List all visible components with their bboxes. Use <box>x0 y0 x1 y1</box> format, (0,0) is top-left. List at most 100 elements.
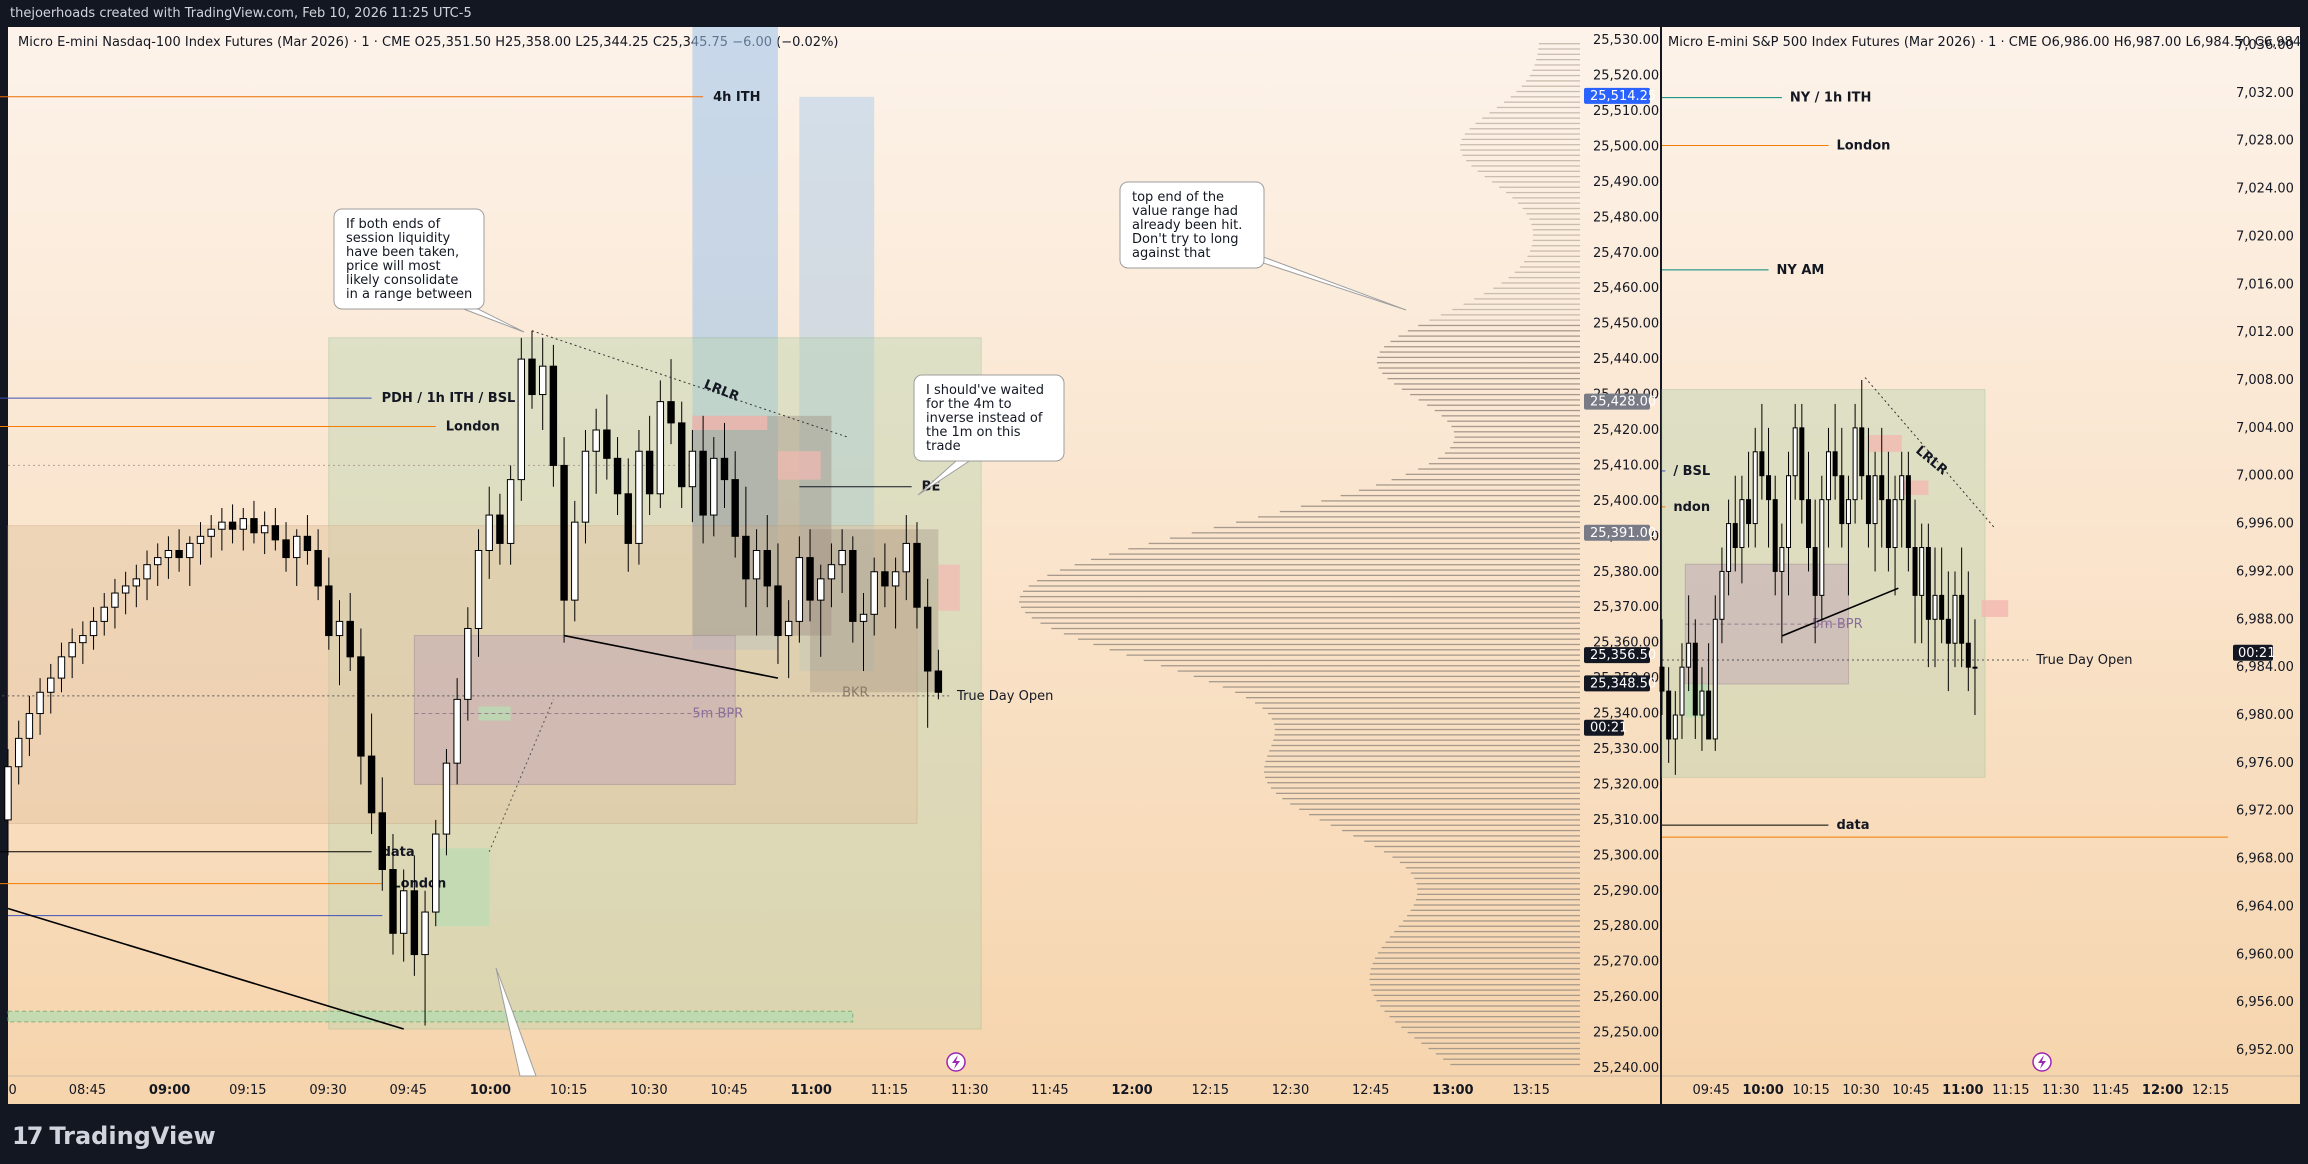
trade-note-callout-text: I should've waited for the 4m to inverse i… <box>926 383 1044 454</box>
callout-line: session liquidity <box>346 231 451 246</box>
trend-line[interactable] <box>1781 587 1899 637</box>
volume-profile-bar <box>1447 420 1580 422</box>
volume-profile-bar <box>1270 787 1580 789</box>
volume-profile-bar <box>1462 154 1580 156</box>
volume-profile-bar <box>1384 346 1580 348</box>
y-tick-label: 25,330.00 <box>1593 742 1659 757</box>
candle-body <box>1945 618 1951 644</box>
lrlr-line[interactable] <box>531 330 848 438</box>
tradingview-logo[interactable]: 17 TradingView <box>12 1122 216 1150</box>
candle-body <box>624 493 632 544</box>
volume-profile-bar <box>1452 308 1580 311</box>
candle-body <box>496 514 504 544</box>
right-chart-title[interactable]: Micro E-mini S&P 500 Index Futures (Mar … <box>1668 35 2308 50</box>
volume-profile-bar <box>1265 776 1580 779</box>
volume-profile-bar <box>1534 64 1580 66</box>
countdown-label: 00:21 <box>2238 646 2275 661</box>
volume-profile-bar <box>1399 861 1580 864</box>
volume-profile-bar <box>1383 851 1580 853</box>
x-tick-label: 12:30 <box>1272 1083 1309 1098</box>
fvg-box <box>1901 480 1929 495</box>
y-tick-label: 6,988.00 <box>2236 612 2294 627</box>
volume-profile-bar <box>1418 399 1580 401</box>
candle-body <box>282 539 290 559</box>
candle-body <box>603 429 611 459</box>
price-tag-label: 25,391.00 <box>1590 526 1656 541</box>
trend-line[interactable] <box>563 634 779 679</box>
volume-profile-bar <box>1373 994 1580 997</box>
right-title-part: O6,986.00 <box>2041 35 2113 50</box>
callout-line: already been hit. <box>1132 218 1242 233</box>
volume-profile-bar <box>1443 1058 1580 1060</box>
pane-divider[interactable] <box>1660 27 1662 1104</box>
candle-body <box>154 557 162 566</box>
fvg-box <box>435 848 490 927</box>
candle-body <box>432 833 440 913</box>
x-tick-label: 10:00 <box>1742 1083 1783 1098</box>
volume-profile-bar <box>1398 925 1580 927</box>
candle-body <box>453 698 461 764</box>
countdown-tag <box>2233 644 2273 661</box>
volume-profile-bar <box>1484 175 1580 178</box>
x-tick-label: 10:15 <box>1792 1083 1829 1098</box>
lrlr-line[interactable] <box>1864 377 1996 529</box>
callout-line: top end of the <box>1132 190 1224 205</box>
candle-body <box>1952 594 1958 644</box>
volume-profile-bar <box>1460 144 1580 146</box>
volume-profile-bar <box>1279 510 1580 513</box>
volume-profile-bar <box>1516 90 1580 93</box>
volume-profile-bar <box>1489 112 1580 114</box>
chart-canvas[interactable]: Micro E-mini Nasdaq-100 Index Futures (M… <box>0 0 2308 1104</box>
candle-body <box>111 592 119 608</box>
candle-body <box>36 691 44 715</box>
volume-profile-bar <box>1255 702 1580 704</box>
y-tick-label: 25,420.00 <box>1593 423 1659 438</box>
volume-profile-bar <box>1532 229 1580 231</box>
x-tick-label: 13:00 <box>1432 1083 1473 1098</box>
candle-body <box>1819 499 1825 596</box>
y-tick-label: 6,952.00 <box>2236 1043 2294 1058</box>
candle-body <box>218 521 226 530</box>
trend-line[interactable] <box>7 907 404 1030</box>
left-title-part: Micro E-mini Nasdaq-100 Index Futures (M… <box>18 35 415 50</box>
candle-body <box>838 550 846 566</box>
y-tick-label: 6,992.00 <box>2236 564 2294 579</box>
left-chart-title[interactable]: Micro E-mini Nasdaq-100 Index Futures (M… <box>18 35 839 50</box>
candle-body <box>913 542 921 608</box>
volume-profile-bar <box>1028 585 1580 587</box>
x-tick-label: 09:45 <box>390 1083 427 1098</box>
volume-profile-bar <box>1391 479 1580 481</box>
volume-profile-bar <box>1394 930 1580 933</box>
x-tick-label: 11:30 <box>2042 1083 2079 1098</box>
volume-profile-bar <box>1370 968 1580 970</box>
volume-profile-bar <box>1262 707 1580 709</box>
volume-profile-bar <box>1413 904 1580 906</box>
x-tick-label: 11:15 <box>1992 1083 2029 1098</box>
volume-profile-bar <box>1477 170 1580 172</box>
candle-body <box>656 401 665 495</box>
volume-profile-bar <box>1426 404 1580 406</box>
x-tick-label: 12:00 <box>2142 1083 2183 1098</box>
candle-body <box>121 585 130 594</box>
lightning-icon[interactable] <box>2032 1052 2052 1072</box>
brand-name: TradingView <box>49 1122 216 1150</box>
trade-note-callout[interactable] <box>913 374 1065 462</box>
volume-profile-bar <box>1410 393 1580 396</box>
candle-body <box>1872 475 1878 525</box>
candle-body <box>763 550 771 587</box>
zone-label: 5m BPR <box>1812 617 1863 632</box>
candle-body <box>1692 642 1698 716</box>
price-tag <box>1584 647 1650 664</box>
lightning-icon[interactable] <box>946 1052 966 1072</box>
candle-body <box>357 656 365 757</box>
volume-profile-bar <box>1464 133 1580 135</box>
volume-profile-bar <box>1265 760 1580 763</box>
bpr-box[interactable] <box>413 635 736 785</box>
x-tick-label: 10:15 <box>550 1083 587 1098</box>
level-label: 4h ITH <box>713 90 760 105</box>
volume-profile-bar <box>1428 463 1580 465</box>
liquidity-callout[interactable] <box>333 208 485 310</box>
candle-body <box>1732 523 1738 549</box>
x-tick-label: 09:45 <box>1692 1083 1729 1098</box>
value-range-callout[interactable] <box>1119 181 1265 269</box>
